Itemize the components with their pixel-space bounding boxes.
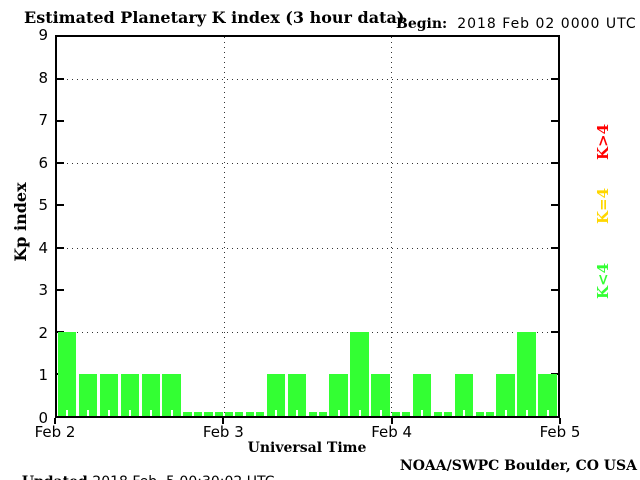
y-tick-left (57, 246, 64, 249)
interval-tick (87, 410, 90, 416)
h-gridline-kp8 (57, 79, 558, 81)
y-tick-label: 0 (38, 409, 48, 427)
x-tick-label: Feb 5 (539, 423, 581, 441)
y-tick-label: 7 (38, 111, 48, 130)
interval-tick (379, 410, 382, 416)
interval-tick (254, 410, 257, 416)
y-tick-label: 3 (38, 281, 48, 300)
y-axis-title: Kp index (10, 182, 30, 262)
updated-label: Updated (22, 474, 88, 480)
kp-bar (350, 331, 369, 416)
interval-tick (191, 410, 194, 416)
y-tick-right (551, 162, 558, 165)
updated-value: 2018 Feb 5 00:30:02 UTC (88, 474, 274, 480)
interval-tick (483, 410, 486, 416)
v-gridline-day1 (223, 37, 225, 416)
kp-bar (496, 373, 515, 416)
y-tick-right (551, 204, 558, 207)
updated-timestamp: Updated 2018 Feb 5 00:30:02 UTC (4, 458, 275, 480)
interval-tick (337, 410, 340, 416)
y-tick-label: 9 (38, 26, 48, 44)
y-tick-label: 1 (38, 366, 48, 385)
interval-tick (149, 410, 152, 416)
kp-bar (454, 373, 473, 416)
y-tick-left (57, 120, 64, 123)
kp-bar (412, 373, 432, 416)
interval-tick (108, 410, 111, 416)
kp-bar (371, 373, 390, 416)
h-gridline-kp6 (57, 163, 558, 165)
y-tick-label: 2 (38, 323, 48, 342)
y-tick-left (57, 78, 64, 81)
kp-bar (99, 373, 119, 416)
y-tick-left (57, 204, 64, 207)
interval-tick (442, 410, 445, 416)
y-tick-right (551, 246, 558, 249)
y-tick-right (551, 288, 558, 291)
interval-tick (129, 410, 132, 416)
y-tick-label: 4 (38, 238, 48, 257)
h-gridline-kp2 (57, 331, 558, 333)
day-tick (54, 418, 56, 424)
legend-item: K>4 (594, 123, 612, 161)
y-tick-label: 5 (38, 196, 48, 215)
interval-tick (421, 410, 424, 416)
interval-tick (170, 410, 173, 416)
kp-bar (538, 373, 557, 416)
x-tick-label: Feb 2 (34, 423, 76, 441)
begin-value: 2018 Feb 02 0000 UTC (457, 16, 637, 32)
interval-tick (546, 410, 549, 416)
begin-line: Begin: 2018 Feb 02 0000 UTC (396, 16, 637, 32)
interval-tick (525, 410, 528, 416)
legend-item: K<4 (594, 262, 612, 300)
interval-tick (463, 410, 466, 416)
y-tick-right (551, 78, 558, 81)
kp-bar (266, 373, 286, 416)
interval-tick (275, 410, 278, 416)
x-axis-title: Universal Time (247, 440, 367, 456)
interval-tick (504, 410, 507, 416)
h-gridline-kp4 (57, 247, 558, 249)
interval-tick (316, 410, 319, 416)
kp-bar (287, 373, 306, 416)
x-tick-label: Feb 4 (371, 423, 413, 441)
kp-bar (162, 373, 181, 416)
kp-bar (120, 373, 139, 416)
kp-bar (141, 373, 160, 416)
interval-tick (66, 410, 69, 416)
legend-item: K=4 (594, 187, 612, 225)
y-tick-left (57, 162, 64, 165)
interval-tick (212, 410, 215, 416)
x-tick-label: Feb 3 (202, 423, 244, 441)
interval-tick (400, 410, 403, 416)
y-tick-right (551, 330, 558, 333)
y-tick-left (57, 288, 64, 291)
kp-bar (78, 373, 98, 416)
day-tick (222, 418, 225, 424)
day-tick (559, 418, 561, 424)
y-tick-label: 8 (38, 68, 48, 87)
source-credit: NOAA/SWPC Boulder, CO USA (399, 458, 637, 474)
interval-tick (358, 410, 361, 416)
begin-label: Begin: (396, 16, 448, 32)
kp-bar (58, 331, 77, 416)
interval-tick (233, 410, 236, 416)
interval-tick (296, 410, 299, 416)
plot-area (55, 35, 560, 418)
kp-bar (329, 373, 348, 416)
y-tick-label: 6 (38, 153, 48, 172)
y-tick-right (551, 120, 558, 123)
v-gridline-day2 (390, 37, 392, 416)
kp-bar (517, 331, 536, 416)
day-tick (390, 418, 393, 424)
chart-title: Estimated Planetary K index (3 hour data… (24, 8, 405, 27)
